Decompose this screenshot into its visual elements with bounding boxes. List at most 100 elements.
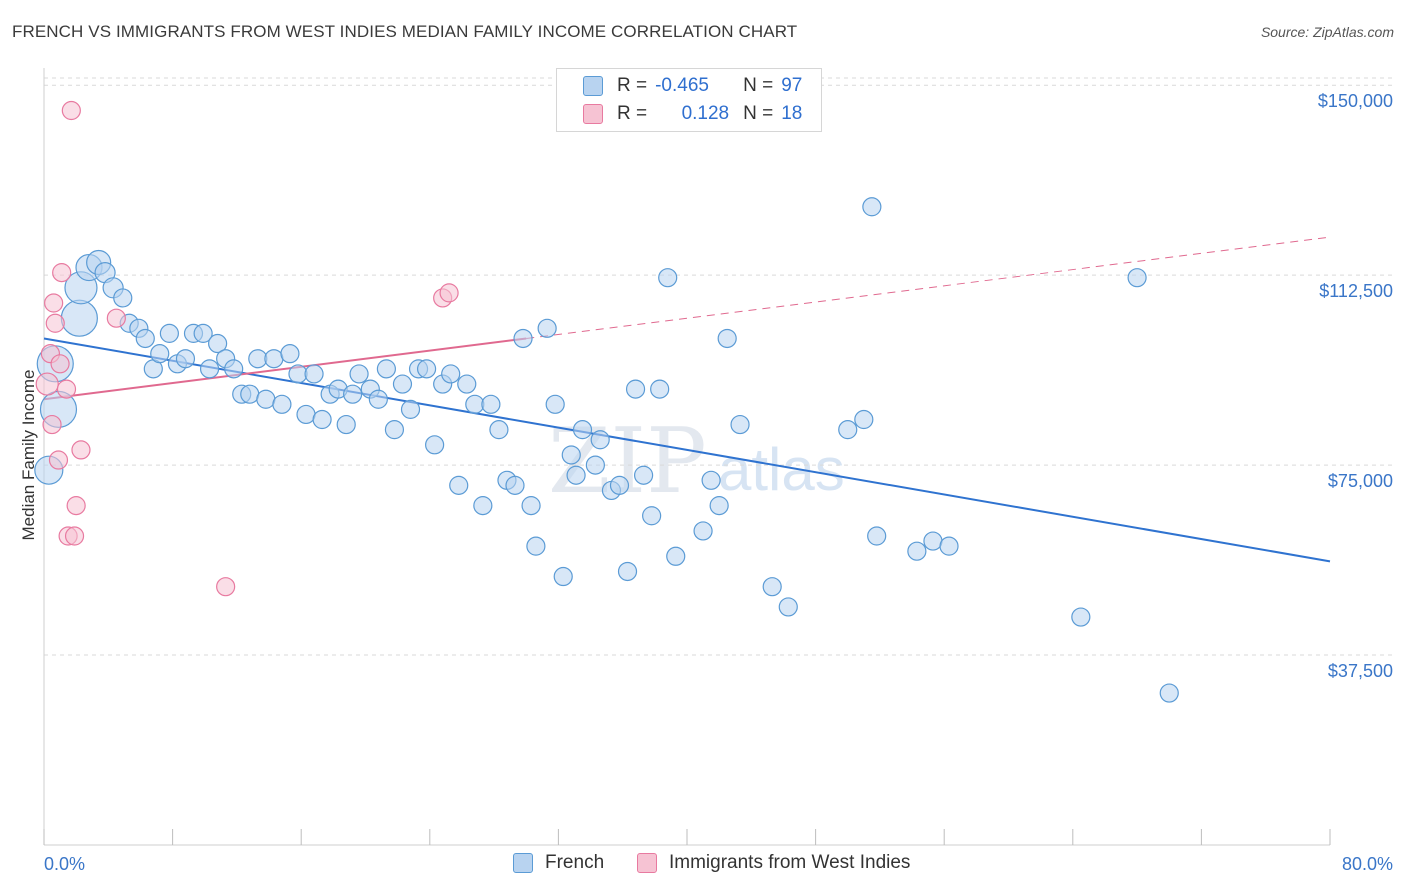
- french-point: [135, 328, 155, 349]
- legend-label-french: French: [545, 852, 605, 873]
- french-point: [349, 364, 369, 384]
- french-point: [481, 394, 501, 414]
- french-trend-line: [43, 337, 1331, 563]
- west-indies-point: [45, 313, 65, 333]
- gridlines: [44, 77, 1393, 656]
- french-point: [150, 344, 170, 364]
- french-point: [449, 475, 469, 495]
- french-point: [717, 328, 737, 349]
- x-axis-min-label: 0.0%: [44, 854, 85, 874]
- y-tick-label: $37,500: [1328, 661, 1393, 681]
- french-point: [778, 597, 798, 617]
- french-point: [248, 349, 268, 369]
- french-point: [272, 394, 292, 414]
- west-indies-trend-line: [43, 337, 527, 401]
- legend-swatch-french: [583, 76, 603, 96]
- french-point: [513, 328, 533, 349]
- west-indies-points: [35, 100, 459, 597]
- legend-item-west-indies[interactable]: Immigrants from West Indies: [637, 852, 910, 874]
- french-point: [199, 359, 220, 379]
- french-point: [561, 445, 581, 465]
- west-indies-point: [106, 308, 126, 328]
- french-point: [923, 531, 943, 551]
- west-indies-point: [52, 263, 72, 283]
- french-point: [862, 197, 882, 217]
- french-point: [208, 333, 228, 354]
- legend-n-value: 97: [781, 75, 803, 96]
- french-point: [304, 364, 324, 384]
- french-point: [489, 420, 509, 440]
- french-point: [553, 566, 573, 587]
- legend-swatch-french: [513, 853, 533, 873]
- west-indies-trend-extension: [526, 236, 1331, 339]
- french-point: [425, 435, 445, 455]
- y-axis-label: Median Family Income: [19, 369, 38, 540]
- french-point: [60, 299, 98, 337]
- french-point: [650, 379, 670, 399]
- y-tick-label: $150,000: [1318, 91, 1393, 111]
- west-indies-point: [44, 293, 64, 313]
- french-point: [572, 420, 593, 440]
- x-axis-max-label: 80.0%: [1342, 854, 1393, 874]
- french-point: [505, 475, 525, 495]
- french-points: [34, 100, 1179, 703]
- french-point: [264, 349, 284, 369]
- french-point: [633, 465, 654, 485]
- legend-item-french[interactable]: French: [513, 852, 604, 874]
- west-indies-point: [42, 414, 62, 435]
- french-point: [343, 384, 363, 404]
- french-point: [159, 323, 179, 343]
- french-point: [701, 470, 721, 490]
- french-point: [1071, 607, 1091, 627]
- french-point: [473, 496, 493, 516]
- french-point: [336, 414, 356, 435]
- french-point: [693, 521, 713, 541]
- legend-label-west-indies: Immigrants from West Indies: [669, 852, 911, 873]
- french-point: [441, 364, 461, 384]
- french-point: [1127, 268, 1147, 288]
- french-point: [521, 496, 541, 516]
- french-point: [526, 536, 546, 556]
- legend-n-label: N =: [743, 103, 774, 124]
- french-point: [392, 374, 413, 394]
- french-point: [609, 475, 630, 495]
- french-point: [175, 349, 196, 369]
- correlation-legend: R = -0.465 N = 97 R = 0.128 N = 18: [556, 68, 822, 132]
- west-indies-point: [35, 372, 59, 396]
- legend-n-label: N =: [743, 75, 774, 96]
- series-legend: French Immigrants from West Indies: [0, 852, 1406, 878]
- french-point: [465, 394, 485, 414]
- french-point: [617, 561, 638, 582]
- y-tick-label: $112,500: [1319, 281, 1393, 301]
- trend-lines: [43, 236, 1331, 563]
- french-point: [296, 404, 316, 425]
- french-point: [709, 496, 729, 516]
- french-point: [625, 379, 646, 399]
- french-point: [368, 389, 388, 409]
- french-point: [240, 384, 260, 404]
- french-point: [658, 268, 678, 288]
- west-indies-point: [66, 496, 86, 516]
- west-indies-point: [64, 526, 85, 546]
- french-point: [288, 364, 308, 384]
- french-point: [939, 536, 959, 556]
- french-point: [854, 409, 874, 430]
- chart-title: FRENCH VS IMMIGRANTS FROM WEST INDIES ME…: [12, 22, 798, 41]
- french-point: [113, 288, 133, 308]
- west-indies-point: [50, 354, 70, 374]
- y-tick-label: $75,000: [1328, 471, 1393, 491]
- french-point: [642, 506, 662, 526]
- legend-r-label: R =: [617, 103, 648, 124]
- source-label: Source: ZipAtlas.com: [1260, 24, 1394, 40]
- french-point: [537, 318, 557, 338]
- y-tick-labels: $37,500 $75,000 $112,500 $150,000: [1318, 91, 1393, 681]
- west-indies-point: [61, 100, 81, 121]
- french-point: [256, 389, 276, 409]
- french-point: [566, 465, 586, 485]
- french-point: [280, 344, 300, 364]
- legend-r-value: 0.128: [681, 103, 730, 124]
- french-point: [666, 546, 686, 566]
- legend-r-value: -0.465: [655, 75, 709, 96]
- legend-swatch-west-indies: [583, 104, 603, 124]
